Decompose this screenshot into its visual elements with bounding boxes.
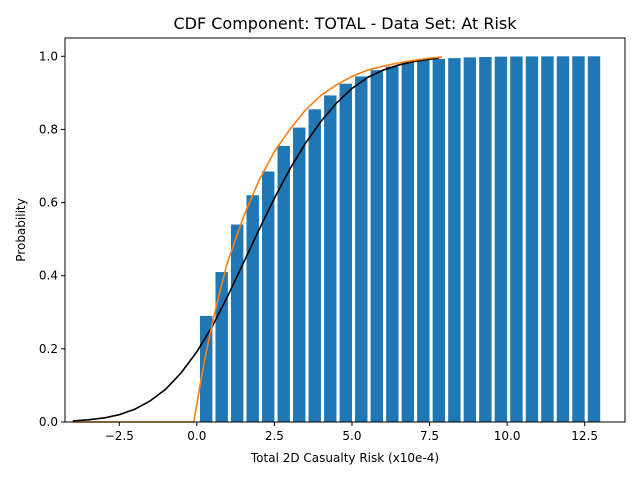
y-tick-label: 0.0 xyxy=(39,415,58,429)
bar xyxy=(556,56,570,422)
bar xyxy=(525,56,539,423)
y-tick-label: 1.0 xyxy=(39,49,58,63)
x-axis-label: Total 2D Casualty Risk (x10e-4) xyxy=(250,451,439,465)
y-tick-label: 0.6 xyxy=(39,196,58,210)
x-tick-label: 10.0 xyxy=(494,429,521,443)
y-axis: 0.0 0.2 0.4 0.6 0.8 1.0 xyxy=(39,49,65,429)
bar xyxy=(572,56,585,422)
bar xyxy=(308,109,321,422)
x-tick-label: 5.0 xyxy=(342,429,361,443)
bar xyxy=(215,272,228,422)
axes-frame xyxy=(64,37,626,423)
bar xyxy=(370,70,384,423)
chart-title: CDF Component: TOTAL - Data Set: At Risk xyxy=(173,14,517,33)
bar xyxy=(463,57,477,422)
bar xyxy=(230,224,244,422)
cdf-line-black xyxy=(72,57,439,422)
bar xyxy=(510,56,523,422)
x-tick-label: 2.5 xyxy=(265,429,284,443)
cdf-line-orange xyxy=(72,56,443,423)
x-tick-label: 0.0 xyxy=(187,429,206,443)
x-tick-label: 7.5 xyxy=(420,429,439,443)
bar-series xyxy=(199,56,601,423)
x-axis: −2.5 0.0 2.5 5.0 7.5 10.0 12.5 xyxy=(105,422,598,443)
y-tick-label: 0.8 xyxy=(39,122,58,136)
bar xyxy=(448,58,461,423)
y-axis-label: Probability xyxy=(14,198,28,261)
bar xyxy=(339,83,352,423)
bar xyxy=(494,56,508,423)
bar xyxy=(262,171,275,422)
bar xyxy=(293,127,306,422)
bar xyxy=(386,66,399,422)
bar xyxy=(432,58,446,422)
bar xyxy=(324,95,337,423)
bar xyxy=(541,56,554,423)
bar xyxy=(277,145,290,422)
bar xyxy=(587,56,601,422)
bar xyxy=(246,195,259,422)
bar xyxy=(479,57,492,423)
bar xyxy=(355,76,368,423)
y-tick-label: 0.4 xyxy=(39,269,58,283)
bar xyxy=(401,61,415,423)
x-tick-label: −2.5 xyxy=(105,429,134,443)
line-series-group xyxy=(72,56,443,423)
bar xyxy=(417,59,430,422)
y-tick-label: 0.2 xyxy=(39,342,58,356)
x-tick-label: 12.5 xyxy=(571,429,598,443)
